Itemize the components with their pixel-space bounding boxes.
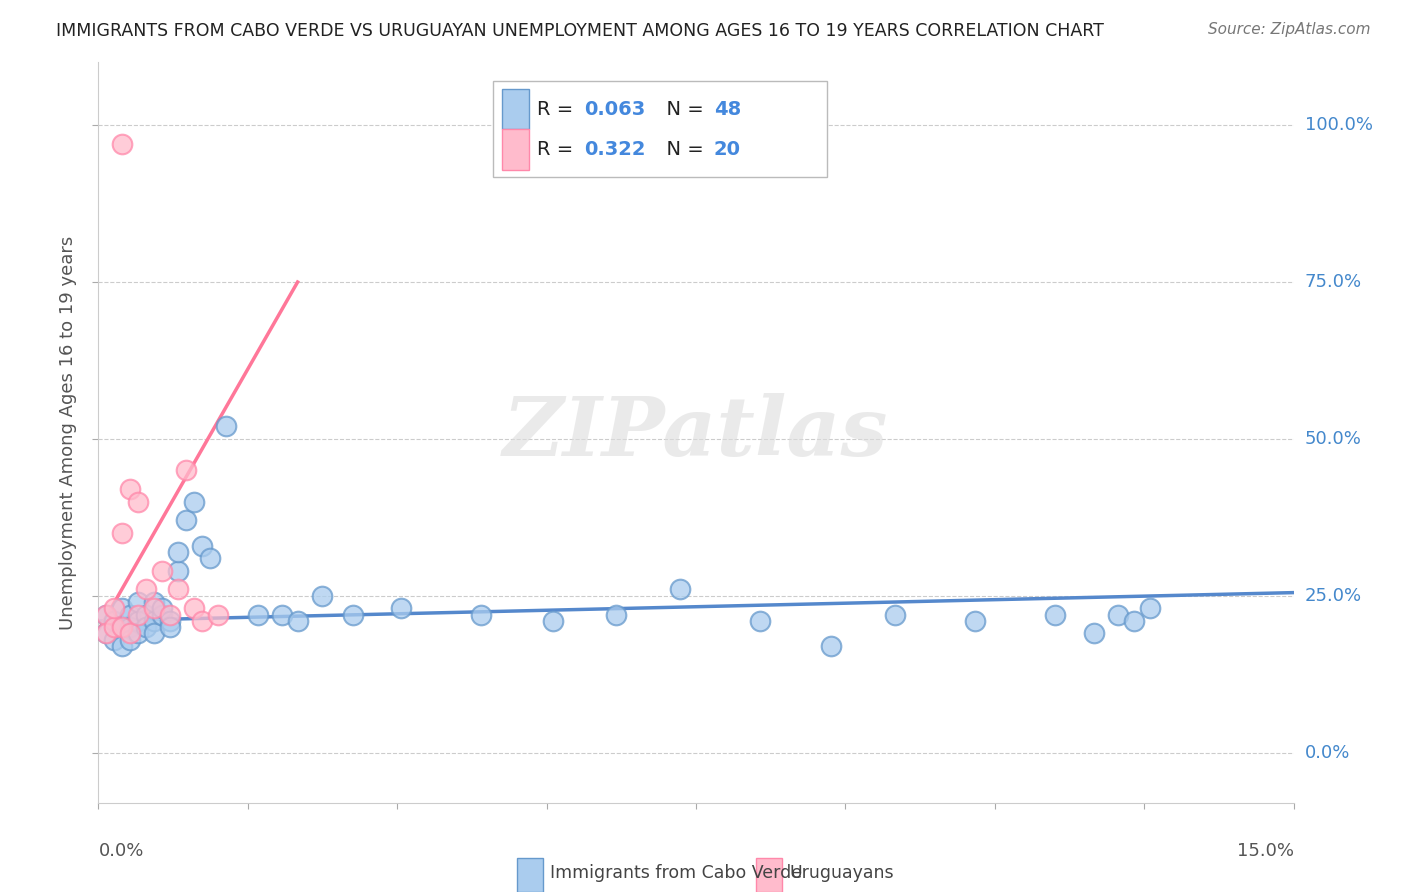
Point <box>342 607 364 622</box>
Point <box>127 595 149 609</box>
Point <box>127 607 149 622</box>
Text: N =: N = <box>654 100 710 119</box>
Point <box>143 626 166 640</box>
Point <box>111 136 134 151</box>
Point <box>111 620 134 634</box>
Point <box>96 626 118 640</box>
Point <box>135 607 157 622</box>
Text: 50.0%: 50.0% <box>1305 430 1361 448</box>
Text: Uruguayans: Uruguayans <box>789 864 894 882</box>
Point <box>159 607 181 622</box>
Text: 25.0%: 25.0% <box>1305 587 1362 605</box>
Point <box>96 626 118 640</box>
Text: R =: R = <box>537 100 579 119</box>
Text: 0.0%: 0.0% <box>98 842 143 860</box>
Point <box>103 601 125 615</box>
Text: 0.0%: 0.0% <box>1305 744 1350 762</box>
Point <box>174 463 197 477</box>
Text: 20: 20 <box>714 140 741 160</box>
Point <box>159 620 181 634</box>
Point <box>605 607 627 622</box>
Point <box>150 564 173 578</box>
Point <box>1107 607 1129 622</box>
Point <box>111 601 134 615</box>
Point <box>103 620 125 634</box>
Point <box>150 601 173 615</box>
Text: 0.063: 0.063 <box>583 100 645 119</box>
FancyBboxPatch shape <box>502 88 529 129</box>
Point <box>470 607 492 622</box>
Point <box>111 526 134 541</box>
Point <box>311 589 333 603</box>
Point <box>389 601 412 615</box>
Point <box>1083 626 1105 640</box>
Point <box>191 539 214 553</box>
Point <box>207 607 229 622</box>
Text: Immigrants from Cabo Verde: Immigrants from Cabo Verde <box>550 864 803 882</box>
Point <box>963 614 986 628</box>
Point <box>127 626 149 640</box>
FancyBboxPatch shape <box>502 129 529 170</box>
Text: N =: N = <box>654 140 710 160</box>
Point <box>748 614 770 628</box>
Point <box>159 614 181 628</box>
Text: 75.0%: 75.0% <box>1305 273 1362 291</box>
FancyBboxPatch shape <box>517 858 543 892</box>
Point <box>120 607 142 622</box>
Point <box>191 614 214 628</box>
Point <box>143 614 166 628</box>
Point <box>120 482 142 496</box>
Point <box>111 639 134 653</box>
Point <box>127 614 149 628</box>
Text: 48: 48 <box>714 100 741 119</box>
Point <box>127 494 149 508</box>
Point <box>120 632 142 647</box>
FancyBboxPatch shape <box>756 858 782 892</box>
Point <box>270 607 292 622</box>
Point <box>174 513 197 527</box>
Point <box>103 614 125 628</box>
Point <box>167 564 190 578</box>
Y-axis label: Unemployment Among Ages 16 to 19 years: Unemployment Among Ages 16 to 19 years <box>59 235 77 630</box>
Point <box>143 601 166 615</box>
Point <box>1043 607 1066 622</box>
Text: 15.0%: 15.0% <box>1236 842 1294 860</box>
Text: IMMIGRANTS FROM CABO VERDE VS URUGUAYAN UNEMPLOYMENT AMONG AGES 16 TO 19 YEARS C: IMMIGRANTS FROM CABO VERDE VS URUGUAYAN … <box>56 22 1104 40</box>
Point <box>135 620 157 634</box>
Point <box>135 582 157 597</box>
Point <box>167 582 190 597</box>
Point <box>287 614 309 628</box>
Point <box>111 620 134 634</box>
Point <box>1123 614 1146 628</box>
Point <box>820 639 842 653</box>
Point <box>103 632 125 647</box>
Point <box>183 494 205 508</box>
Point <box>150 607 173 622</box>
Point <box>96 607 118 622</box>
Text: Source: ZipAtlas.com: Source: ZipAtlas.com <box>1208 22 1371 37</box>
Point <box>246 607 269 622</box>
FancyBboxPatch shape <box>494 81 828 178</box>
Text: R =: R = <box>537 140 579 160</box>
Point <box>198 551 221 566</box>
Point <box>167 545 190 559</box>
Point <box>120 626 142 640</box>
Point <box>143 595 166 609</box>
Point <box>1139 601 1161 615</box>
Point <box>215 419 238 434</box>
Text: ZIPatlas: ZIPatlas <box>503 392 889 473</box>
Point <box>669 582 692 597</box>
Point <box>541 614 564 628</box>
Text: 0.322: 0.322 <box>583 140 645 160</box>
Text: 100.0%: 100.0% <box>1305 116 1372 134</box>
Point <box>96 607 118 622</box>
Point <box>120 620 142 634</box>
Point <box>884 607 907 622</box>
Point <box>183 601 205 615</box>
